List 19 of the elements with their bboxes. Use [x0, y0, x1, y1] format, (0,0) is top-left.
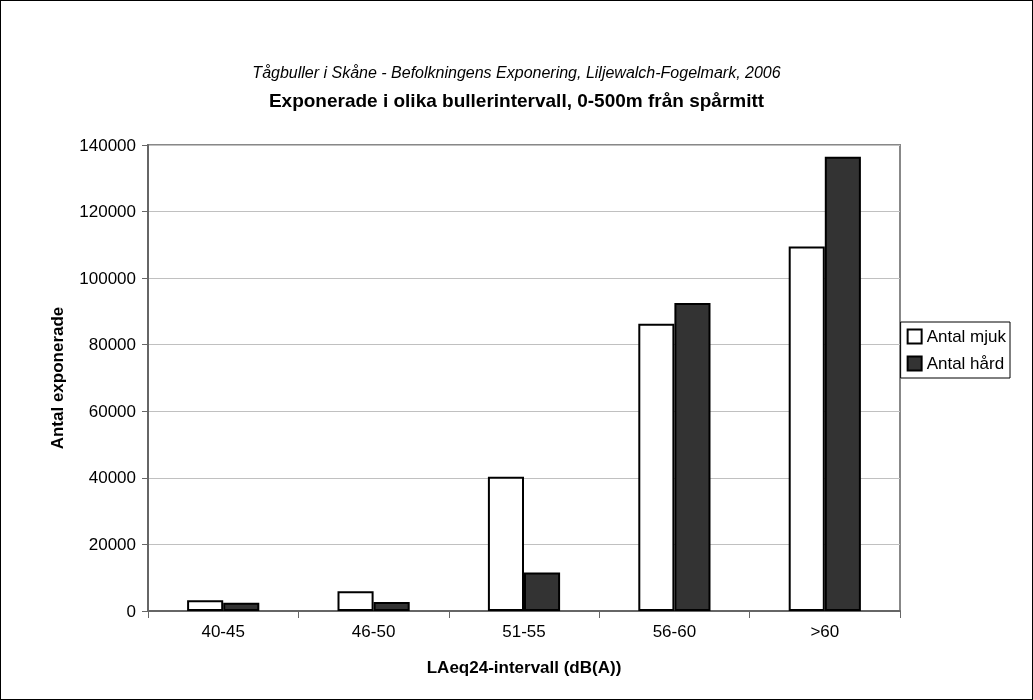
y-tick-label: 140000 [79, 135, 136, 155]
x-tick-label: 56-60 [652, 622, 697, 641]
x-axis-title: LAeq24-intervall (dB(A)) [426, 658, 622, 677]
legend-label: Antal hård [926, 354, 1005, 373]
x-tick-label: 46-50 [351, 622, 396, 641]
y-tick-label: 60000 [88, 401, 136, 421]
x-tick-label: 51-55 [502, 622, 546, 641]
chart-title: Exponerade i olika bullerintervall, 0-500m från spårmitt [268, 90, 765, 111]
y-tick-label: 0 [126, 601, 136, 621]
y-tick-label: 120000 [79, 202, 136, 222]
y-tick-label: 100000 [79, 268, 136, 288]
y-axis-title: Antal exponerade [48, 306, 67, 450]
chart-subtitle: Tågbuller i Skåne - Befolkningens Exponering, Liljewalch-Fogelmark, 2006 [252, 63, 781, 81]
y-tick-label: 20000 [88, 534, 136, 554]
y-tick-label: 40000 [88, 468, 136, 488]
y-tick-label: 80000 [88, 335, 136, 355]
x-tick-label: >60 [810, 622, 840, 641]
legend-label: Antal mjuk [926, 327, 1007, 346]
x-tick-label: 40-45 [201, 622, 245, 641]
